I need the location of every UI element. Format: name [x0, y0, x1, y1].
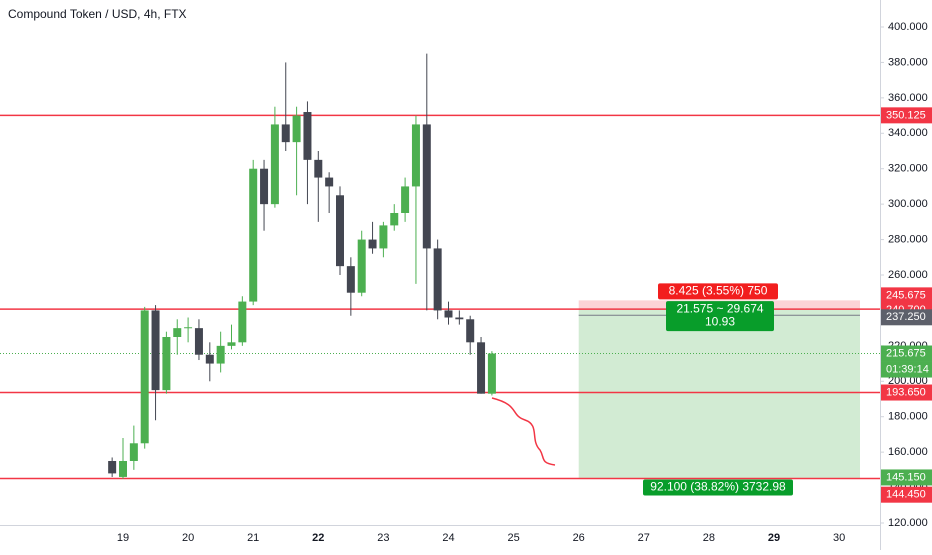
- candle-body: [314, 159, 323, 178]
- candle-body: [466, 319, 475, 343]
- candle-body: [487, 353, 496, 394]
- position-label: 8.425 (3.55%) 750: [669, 284, 768, 298]
- position-label-bg: [658, 283, 778, 300]
- candle-body: [422, 124, 431, 249]
- candle-body: [108, 460, 117, 474]
- y-tick-label: 280.000: [888, 233, 928, 245]
- candle-body: [162, 336, 171, 391]
- candle-body: [455, 317, 464, 320]
- candle-body: [281, 124, 290, 143]
- x-tick-label: 28: [703, 532, 715, 544]
- price-tag-label: 193.650: [886, 386, 926, 398]
- candle-body: [184, 327, 193, 329]
- chart-title: Compound Token / USD, 4h, FTX: [8, 7, 187, 21]
- candle-body: [249, 168, 258, 302]
- price-tag-label: 245.675: [886, 289, 926, 301]
- x-tick-label: 22: [312, 532, 324, 544]
- price-tag-label: 215.675: [886, 347, 926, 359]
- position-info: 21.575 ~ 29.674: [676, 301, 763, 315]
- countdown: 01:39:14: [886, 363, 929, 375]
- candle-body: [390, 212, 399, 226]
- x-tick-label: 24: [442, 532, 454, 544]
- candle-body: [346, 266, 355, 293]
- x-tick-label: 30: [833, 532, 845, 544]
- y-tick-label: 300.000: [888, 198, 928, 210]
- x-tick-label: 20: [182, 532, 194, 544]
- y-tick-label: 180.000: [888, 411, 928, 423]
- x-tick-label: 21: [247, 532, 259, 544]
- price-tag: [881, 486, 932, 503]
- x-tick-label: 29: [768, 532, 780, 544]
- candle-body: [357, 239, 366, 293]
- y-tick-label: 320.000: [888, 163, 928, 175]
- candle-body: [433, 248, 442, 311]
- position-label-bg: [643, 479, 793, 496]
- y-tick-label: 260.000: [888, 269, 928, 281]
- candle-body: [140, 310, 149, 444]
- price-tag: [881, 287, 932, 304]
- price-tag-label: 350.125: [886, 109, 926, 121]
- info-bg: [666, 301, 774, 332]
- x-tick-label: 26: [573, 532, 585, 544]
- candle-body: [270, 124, 279, 205]
- candle-body: [216, 345, 225, 364]
- y-tick-label: 120.000: [888, 517, 928, 529]
- y-tick-label: 380.000: [888, 56, 928, 68]
- x-tick-label: 27: [638, 532, 650, 544]
- position-label: 92.100 (38.82%) 3732.98: [650, 480, 786, 494]
- y-tick-label: 200.000: [888, 375, 928, 387]
- candle-body: [336, 195, 344, 267]
- position-info: 10.93: [705, 314, 735, 328]
- candle-body: [194, 328, 203, 355]
- drawing: [491, 397, 556, 466]
- price-tag: [881, 345, 932, 362]
- candle-body: [227, 342, 236, 346]
- candle-body: [238, 301, 247, 343]
- candle-body: [325, 177, 334, 187]
- y-tick-label: 400.000: [888, 21, 928, 33]
- candle-body: [129, 443, 138, 461]
- candle-body: [444, 310, 453, 318]
- candle-body: [379, 225, 388, 249]
- x-tick-label: 23: [377, 532, 389, 544]
- y-tick-label: 360.000: [888, 92, 928, 104]
- y-tick-label: 160.000: [888, 446, 928, 458]
- price-tag-label: 237.250: [886, 311, 926, 323]
- candle-body: [260, 168, 269, 205]
- candle-body: [151, 310, 160, 391]
- price-tag: [881, 469, 932, 486]
- price-tag: [881, 384, 932, 401]
- candle-body: [205, 354, 214, 364]
- candle-body: [411, 124, 420, 187]
- target-zone: [578, 309, 860, 479]
- countdown-bg: [881, 361, 932, 378]
- candle-body: [368, 239, 377, 249]
- x-tick-label: 25: [507, 532, 519, 544]
- y-tick-label: 340.000: [888, 127, 928, 139]
- price-tag: [881, 309, 932, 326]
- candle-body: [303, 112, 312, 160]
- x-tick-label: 19: [117, 532, 129, 544]
- candle-body: [292, 115, 301, 143]
- price-tag-label: 145.150: [886, 471, 926, 483]
- candle-body: [119, 460, 127, 477]
- price-tag: [881, 107, 932, 124]
- candle-body: [173, 328, 182, 337]
- candle-body: [477, 342, 486, 394]
- price-tag-label: 144.450: [886, 489, 926, 501]
- candle-body: [401, 186, 410, 213]
